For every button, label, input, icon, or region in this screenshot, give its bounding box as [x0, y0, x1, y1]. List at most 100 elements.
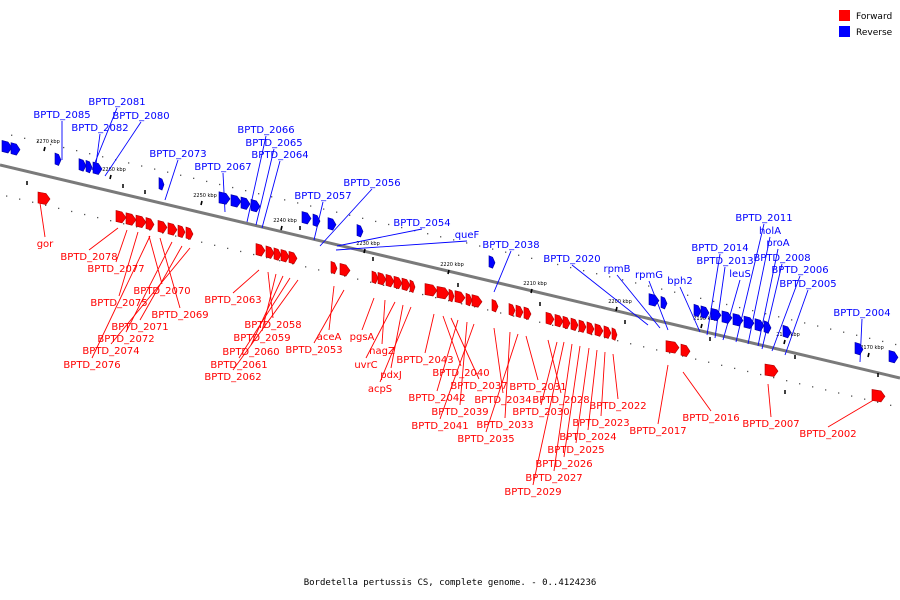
gene-label-bptd-2011[interactable]: BPTD_2011 [735, 213, 792, 224]
gene-label-bptd-2007[interactable]: BPTD_2007 [742, 419, 799, 430]
gene-label-acps[interactable]: acpS [368, 384, 392, 395]
gene-label-bptd-2031[interactable]: BPTD_2031 [509, 382, 566, 393]
gene-label-bptd-2070[interactable]: BPTD_2070 [133, 286, 190, 297]
label-leader-line [255, 148, 275, 226]
gene-label-bptd-2061[interactable]: BPTD_2061 [210, 360, 267, 371]
gene-label-bptd-2059[interactable]: BPTD_2059 [233, 333, 290, 344]
gene-label-pdxj[interactable]: pdxJ [380, 370, 402, 381]
gene-label-bptd-2080[interactable]: BPTD_2080 [112, 111, 169, 122]
gene-label-bptd-2034[interactable]: BPTD_2034 [474, 395, 531, 406]
lane-dot [318, 269, 320, 271]
gene-label-bptd-2017[interactable]: BPTD_2017 [629, 426, 686, 437]
gene-label-uvrc[interactable]: uvrC [354, 360, 377, 371]
gene-label-bptd-2022[interactable]: BPTD_2022 [589, 401, 646, 412]
label-leader-line [714, 266, 726, 339]
gene-label-bptd-2043[interactable]: BPTD_2043 [396, 355, 453, 366]
gene-label-bptd-2037[interactable]: BPTD_2037 [450, 381, 507, 392]
label-leader-line [390, 304, 404, 369]
gene-label-pgsa[interactable]: pgsA [350, 332, 375, 343]
gene-label-rpmb[interactable]: rpmB [603, 264, 630, 275]
forward-gene-arrow [288, 250, 298, 265]
gene-label-bptd-2035[interactable]: BPTD_2035 [457, 434, 514, 445]
gene-label-bptd-2038[interactable]: BPTD_2038 [482, 240, 539, 251]
gene-label-bptd-2040[interactable]: BPTD_2040 [432, 368, 489, 379]
gene-label-bptd-2073[interactable]: BPTD_2073 [149, 149, 206, 160]
gene-label-bptd-2065[interactable]: BPTD_2065 [245, 138, 302, 149]
gene-label-bptd-2014[interactable]: BPTD_2014 [691, 243, 748, 254]
gene-label-bptd-2066[interactable]: BPTD_2066 [237, 125, 294, 136]
gene-label-bptd-2074[interactable]: BPTD_2074 [82, 346, 139, 357]
legend: Forward Reverse [839, 10, 893, 38]
label-leader-line [250, 275, 284, 346]
gene-label-leus[interactable]: leuS [729, 269, 751, 280]
gene-label-bph2[interactable]: bph2 [667, 276, 692, 287]
gene-label-bptd-2067[interactable]: BPTD_2067 [194, 162, 251, 173]
gene-label-bptd-2008[interactable]: BPTD_2008 [753, 253, 810, 264]
gene-label-bptd-2075[interactable]: BPTD_2075 [90, 298, 147, 309]
reverse-gene-arrow [250, 199, 261, 213]
gene-label-bptd-2062[interactable]: BPTD_2062 [204, 372, 261, 383]
lane-dot [71, 210, 73, 213]
gene-label-bptd-2028[interactable]: BPTD_2028 [532, 395, 589, 406]
gene-label-bptd-2081[interactable]: BPTD_2081 [88, 97, 145, 108]
label-leader-line [436, 319, 459, 392]
gene-label-bptd-2002[interactable]: BPTD_2002 [799, 429, 856, 440]
gene-label-bptd-2029[interactable]: BPTD_2029 [504, 487, 561, 498]
gene-label-bptd-2026[interactable]: BPTD_2026 [535, 459, 592, 470]
forward-gene-arrow [611, 327, 618, 341]
lane-dot [336, 211, 338, 213]
lane-dot [63, 146, 65, 149]
reverse-gene-arrow [488, 255, 496, 269]
lane-dot [310, 205, 312, 207]
gene-label-bptd-2030[interactable]: BPTD_2030 [512, 407, 569, 418]
lane-dot [123, 223, 125, 225]
gene-label-bptd-2020[interactable]: BPTD_2020 [543, 254, 600, 265]
gene-label-bptd-2023[interactable]: BPTD_2023 [572, 418, 629, 429]
gene-label-bptd-2069[interactable]: BPTD_2069 [151, 310, 208, 321]
gene-label-bptd-2060[interactable]: BPTD_2060 [222, 347, 279, 358]
gene-label-rpmg[interactable]: rpmG [635, 270, 663, 281]
gene-label-bptd-2076[interactable]: BPTD_2076 [63, 360, 120, 371]
reverse-gene-arrow [888, 350, 899, 364]
gene-label-bptd-2071[interactable]: BPTD_2071 [111, 322, 168, 333]
gene-label-bptd-2041[interactable]: BPTD_2041 [411, 421, 468, 432]
gene-label-hola[interactable]: holA [759, 226, 781, 237]
gene-label-bptd-2027[interactable]: BPTD_2027 [525, 473, 582, 484]
gene-label-bptd-2077[interactable]: BPTD_2077 [87, 264, 144, 275]
lane-dot [357, 278, 359, 280]
lane-dot [596, 273, 598, 275]
gene-label-bptd-2025[interactable]: BPTD_2025 [547, 445, 604, 456]
gene-label-bptd-2039[interactable]: BPTD_2039 [431, 407, 488, 418]
gene-label-bptd-2033[interactable]: BPTD_2033 [476, 420, 533, 431]
label-leader-line [232, 279, 299, 371]
gene-label-bptd-2056[interactable]: BPTD_2056 [343, 178, 400, 189]
gene-label-acea[interactable]: aceA [317, 332, 342, 343]
gene-label-bptd-2078[interactable]: BPTD_2078 [60, 252, 117, 263]
gene-label-bptd-2064[interactable]: BPTD_2064 [251, 150, 308, 161]
reverse-gene-arrow [763, 320, 772, 334]
label-leader-line [246, 135, 267, 223]
gene-label-bptd-2057[interactable]: BPTD_2057 [294, 191, 351, 202]
lane-dot [102, 156, 104, 158]
gene-label-bptd-2053[interactable]: BPTD_2053 [285, 345, 342, 356]
label-leader-line [115, 229, 128, 263]
gene-label-bptd-2006[interactable]: BPTD_2006 [771, 265, 828, 276]
gene-label-bptd-2063[interactable]: BPTD_2063 [204, 295, 261, 306]
gene-label-bptd-2085[interactable]: BPTD_2085 [33, 110, 90, 121]
gene-label-bptd-2013[interactable]: BPTD_2013 [696, 256, 753, 267]
label-leader-line [648, 280, 669, 331]
gene-label-nagz[interactable]: nagZ [369, 346, 395, 357]
gene-label-bptd-2054[interactable]: BPTD_2054 [393, 218, 450, 229]
gene-label-bptd-2016[interactable]: BPTD_2016 [682, 413, 739, 424]
gene-label-bptd-2024[interactable]: BPTD_2024 [559, 432, 616, 443]
gene-label-bptd-2004[interactable]: BPTD_2004 [833, 308, 890, 319]
gene-label-bptd-2005[interactable]: BPTD_2005 [779, 279, 836, 290]
gene-label-quef[interactable]: queF [455, 230, 480, 241]
gene-label-bptd-2072[interactable]: BPTD_2072 [97, 334, 154, 345]
gene-label-bptd-2042[interactable]: BPTD_2042 [408, 393, 465, 404]
lane-dot [180, 174, 182, 176]
gene-label-gor[interactable]: gor [37, 239, 54, 250]
gene-label-proa[interactable]: proA [766, 238, 789, 249]
gene-label-bptd-2058[interactable]: BPTD_2058 [244, 320, 301, 331]
gene-label-bptd-2082[interactable]: BPTD_2082 [71, 123, 128, 134]
